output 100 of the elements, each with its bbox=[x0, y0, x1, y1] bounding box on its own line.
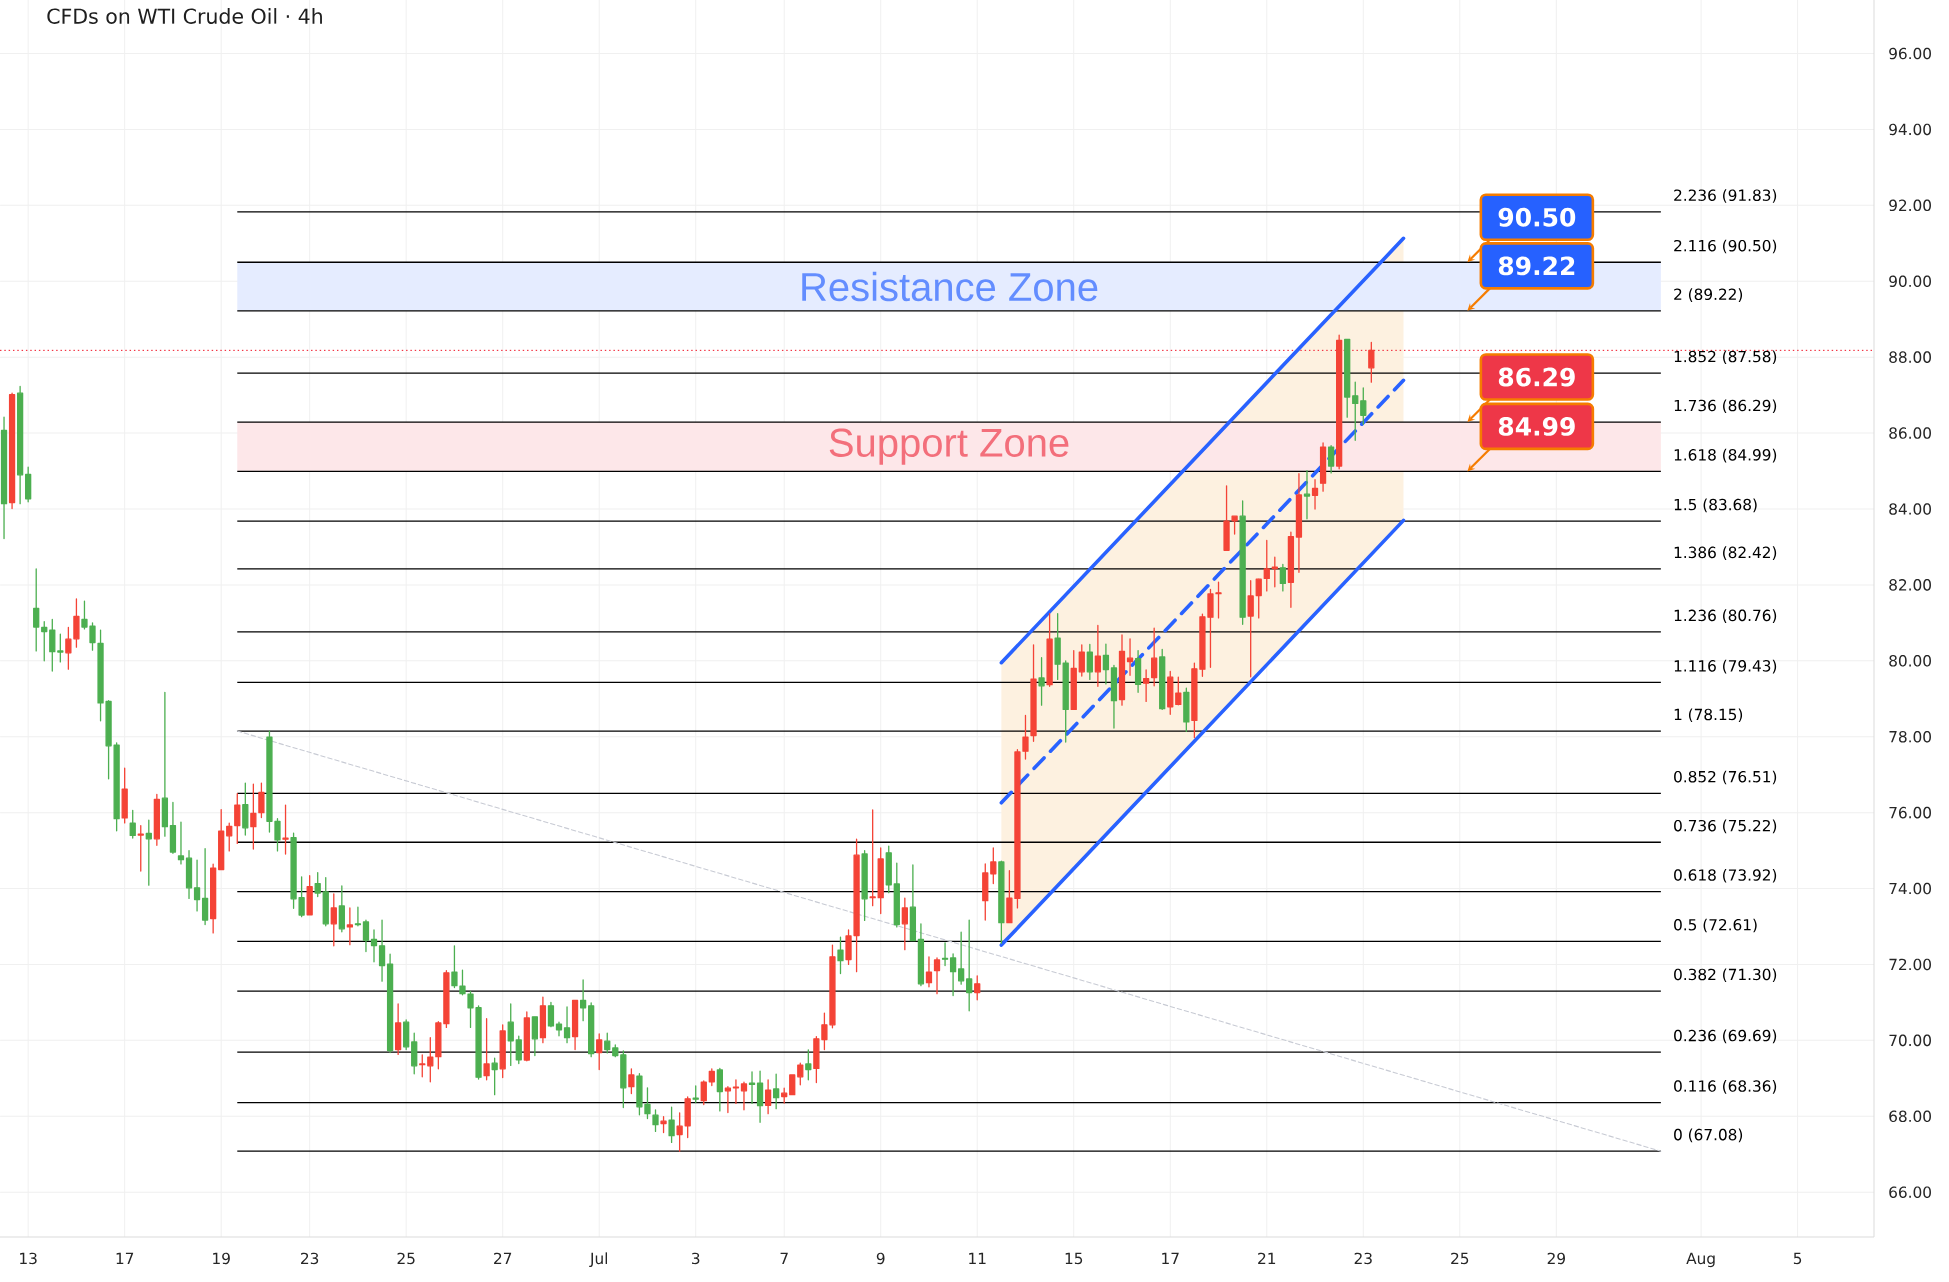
candlestick bbox=[153, 793, 160, 846]
candlestick bbox=[1102, 643, 1110, 685]
candlestick bbox=[885, 845, 892, 894]
candlestick bbox=[338, 885, 345, 933]
x-tick-label: 5 bbox=[1793, 1252, 1802, 1265]
candlestick bbox=[65, 626, 72, 670]
ref-line-label: 1.5 (83.68) bbox=[1674, 498, 1757, 513]
candlestick bbox=[459, 969, 466, 996]
ref-line-label: 1.618 (84.99) bbox=[1674, 448, 1777, 463]
x-tick-label: 25 bbox=[397, 1252, 415, 1265]
candlestick bbox=[781, 1087, 788, 1104]
candlestick bbox=[435, 1021, 442, 1070]
x-tick-label: 29 bbox=[1547, 1252, 1565, 1265]
band-label: Support Zone bbox=[829, 428, 1069, 465]
x-tick-label: 19 bbox=[213, 1252, 230, 1265]
x-tick-label: Aug bbox=[1686, 1252, 1715, 1268]
candlestick bbox=[515, 1035, 522, 1065]
candlestick bbox=[949, 953, 957, 997]
candlestick bbox=[941, 942, 949, 967]
ref-line-label: 2.116 (90.50) bbox=[1674, 239, 1777, 254]
candlestick bbox=[1038, 657, 1045, 706]
candlestick bbox=[1368, 341, 1375, 383]
annotation: 86.29 bbox=[1498, 367, 1575, 387]
ref-line-label: 1.736 (86.29) bbox=[1674, 399, 1777, 414]
candlestick bbox=[652, 1109, 659, 1133]
x-tick-label: 15 bbox=[1065, 1252, 1083, 1265]
candlestick bbox=[571, 999, 579, 1051]
chart-title: CFDs on WTI Crude Oil · 4h bbox=[47, 8, 322, 24]
candlestick bbox=[322, 876, 329, 927]
candlestick bbox=[169, 801, 177, 854]
candlestick bbox=[1134, 649, 1142, 693]
candlestick bbox=[901, 897, 908, 951]
candlestick bbox=[1078, 644, 1085, 677]
candlestick bbox=[523, 1011, 530, 1062]
y-tick-label: 70.00 bbox=[1889, 1034, 1931, 1047]
x-tick-label: 7 bbox=[780, 1252, 788, 1264]
y-tick-label: 90.00 bbox=[1889, 275, 1931, 288]
candlestick bbox=[1319, 442, 1327, 492]
candlestick bbox=[724, 1086, 732, 1114]
candlestick bbox=[443, 969, 450, 1029]
candlestick bbox=[829, 944, 836, 1029]
candlestick bbox=[998, 860, 1005, 944]
ref-line-label: 2 (89.22) bbox=[1674, 288, 1743, 302]
candlestick bbox=[1142, 669, 1150, 703]
candlestick bbox=[1086, 643, 1093, 681]
x-tick-label: 27 bbox=[494, 1252, 512, 1264]
candlestick bbox=[604, 1032, 611, 1054]
candlestick bbox=[346, 907, 354, 946]
ref-line-label: 1.852 (87.58) bbox=[1674, 350, 1777, 365]
ref-line-label: 0.852 (76.51) bbox=[1674, 770, 1777, 785]
candlestick bbox=[933, 957, 941, 995]
candlestick bbox=[370, 929, 378, 963]
candlestick bbox=[1223, 485, 1230, 552]
candlestick bbox=[378, 919, 386, 982]
candlestick bbox=[8, 392, 16, 510]
candlestick bbox=[1295, 473, 1303, 574]
candlestick bbox=[403, 1019, 410, 1051]
candlestick bbox=[579, 979, 587, 1022]
candlestick bbox=[242, 782, 249, 836]
candlestick bbox=[1311, 479, 1319, 510]
candlestick bbox=[547, 1001, 555, 1028]
candlestick bbox=[982, 863, 989, 921]
x-tick-label: 11 bbox=[969, 1252, 986, 1264]
candlestick bbox=[499, 1024, 506, 1079]
candlestick bbox=[177, 821, 185, 865]
candlestick bbox=[588, 1002, 595, 1058]
y-tick-label: 78.00 bbox=[1889, 730, 1931, 743]
candlestick bbox=[1239, 500, 1246, 626]
candlestick bbox=[837, 936, 844, 975]
candlestick bbox=[628, 1068, 635, 1095]
candlestick bbox=[716, 1067, 723, 1112]
ref-line-label: 0.382 (71.30) bbox=[1674, 968, 1777, 983]
candlestick bbox=[789, 1074, 796, 1096]
annotation: 90.50 bbox=[1498, 207, 1576, 227]
candlestick bbox=[958, 931, 965, 985]
ref-line-label: 1 (78.15) bbox=[1674, 708, 1743, 723]
x-tick-label: 23 bbox=[301, 1252, 319, 1265]
candlestick bbox=[1231, 515, 1238, 535]
candlestick bbox=[612, 1044, 619, 1058]
y-tick-label: 92.00 bbox=[1889, 199, 1931, 212]
candlestick bbox=[1327, 444, 1335, 474]
ref-line-label: 2.236 (91.83) bbox=[1674, 189, 1777, 203]
ref-line-label: 0.236 (69.69) bbox=[1674, 1029, 1777, 1044]
candlestick bbox=[539, 996, 547, 1044]
candlestick bbox=[1287, 531, 1295, 608]
candlestick bbox=[563, 1006, 571, 1044]
annotation: 89.22 bbox=[1498, 256, 1575, 276]
candlestick bbox=[684, 1096, 691, 1139]
candlestick bbox=[700, 1080, 707, 1106]
candlestick bbox=[531, 1016, 539, 1057]
candlestick bbox=[756, 1070, 764, 1124]
ref-line-label: 0.5 (72.61) bbox=[1674, 918, 1757, 933]
x-tick-label: 21 bbox=[1258, 1252, 1276, 1264]
candlestick bbox=[692, 1085, 699, 1104]
candlestick bbox=[330, 893, 337, 947]
candlestick bbox=[0, 416, 8, 540]
candlestick bbox=[57, 633, 64, 663]
candlestick bbox=[210, 863, 217, 934]
candlestick bbox=[596, 1033, 603, 1071]
candlestick bbox=[1070, 649, 1077, 711]
